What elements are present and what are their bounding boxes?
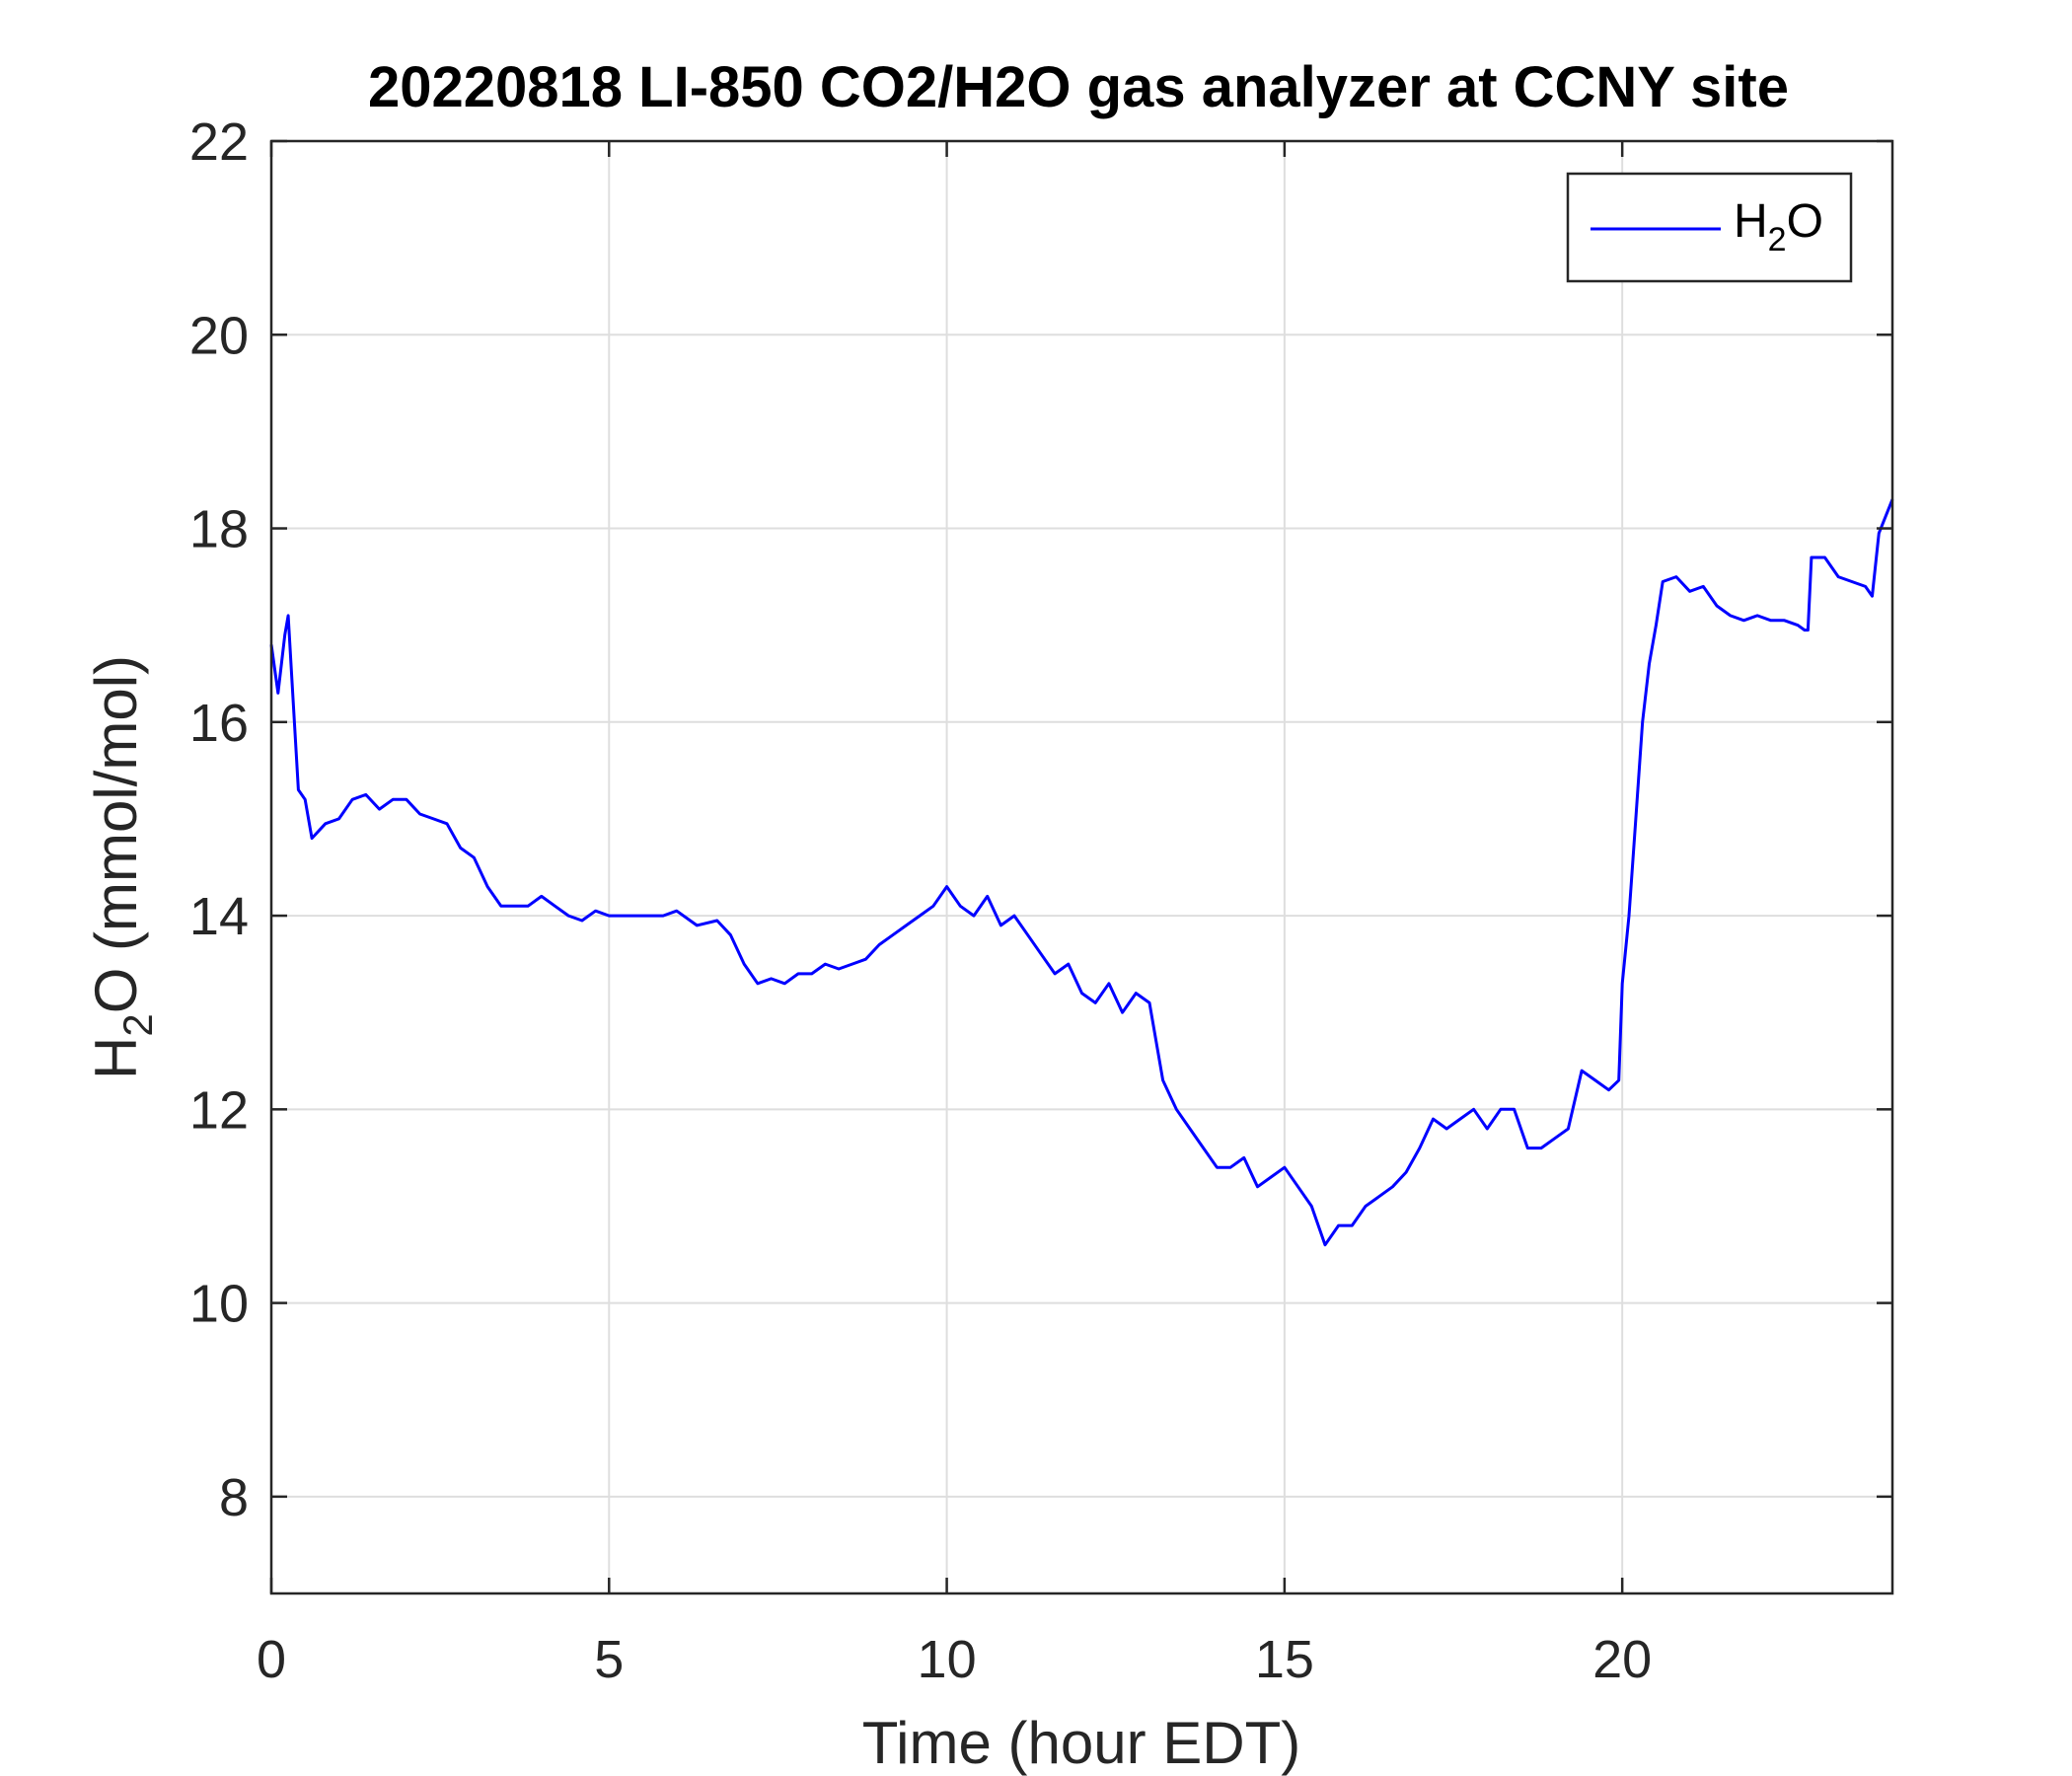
legend: H2O <box>1566 172 1853 283</box>
x-axis-label: Time (hour EDT) <box>862 1710 1301 1776</box>
h2o-series-line <box>269 498 1894 1247</box>
x-tick-label: 15 <box>1255 1630 1314 1689</box>
y-tick-label: 16 <box>189 694 249 753</box>
y-axis-label: H2O (mmol/mol) <box>83 655 161 1079</box>
legend-label-part-2: O <box>1787 195 1823 248</box>
horizontal-grid-lines <box>271 140 1892 1498</box>
y-tick-label: 14 <box>189 887 249 946</box>
y-axis-label-part-1: H <box>83 1037 149 1079</box>
y-tick-label: 10 <box>189 1275 249 1334</box>
y-tick-label: 18 <box>189 500 249 559</box>
y-axis-label-subscript: 2 <box>114 1013 161 1036</box>
y-tick-label: 20 <box>189 306 249 365</box>
legend-label: H2O <box>1734 195 1823 259</box>
axes-box <box>269 139 1894 1595</box>
y-tick-label: 8 <box>219 1468 249 1527</box>
chart-title: 20220818 LI-850 CO2/H2O gas analyzer at … <box>368 55 1789 119</box>
x-tick-label: 20 <box>1592 1630 1652 1689</box>
x-tick-label: 0 <box>257 1630 286 1689</box>
y-axis-ticks: 8 10 12 14 16 18 20 22 <box>189 112 1892 1527</box>
plot-area <box>271 141 1892 1593</box>
x-tick-label: 5 <box>594 1630 624 1689</box>
legend-label-part-1: H <box>1734 195 1768 248</box>
y-axis-label-part-2: O (mmol/mol) <box>83 655 149 1013</box>
legend-label-subscript: 2 <box>1768 221 1787 259</box>
x-tick-label: 10 <box>918 1630 977 1689</box>
x-axis-ticks: 0 5 10 15 20 <box>257 141 1652 1689</box>
y-tick-label: 12 <box>189 1080 249 1140</box>
y-tick-label: 22 <box>189 112 249 172</box>
